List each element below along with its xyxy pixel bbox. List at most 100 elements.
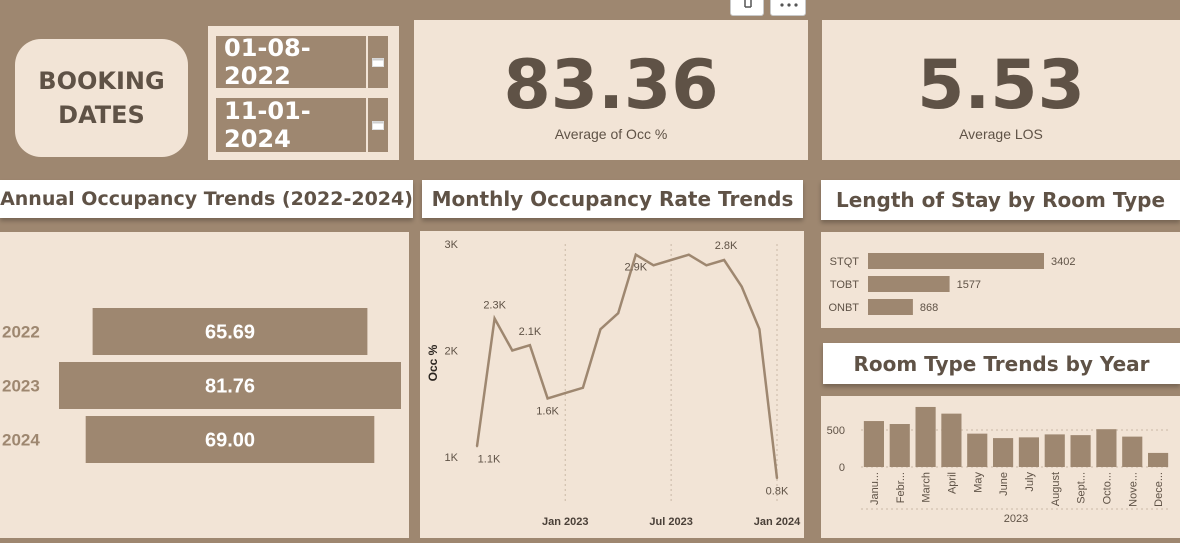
data-point	[581, 386, 584, 389]
kpi-card-los: 5.53 Average LOS	[822, 20, 1180, 160]
end-date-input[interactable]: 11-01-2024	[216, 97, 366, 153]
data-point	[634, 253, 637, 256]
annual-category-label: 2024	[2, 431, 40, 450]
annual-bar	[92, 308, 368, 355]
los-value-label: 1577	[957, 279, 981, 291]
month-label: August	[1050, 472, 1062, 506]
annual-category-label: 2022	[2, 323, 40, 342]
data-point	[687, 253, 690, 256]
data-point	[617, 312, 620, 315]
data-point	[705, 264, 708, 267]
month-label: July	[1024, 472, 1036, 492]
data-point	[511, 349, 514, 352]
y-tick-label: 2K	[445, 346, 459, 358]
data-point	[599, 328, 602, 331]
month-label: Dece...	[1153, 472, 1165, 507]
more-options-button[interactable]	[770, 0, 806, 16]
data-point	[723, 258, 726, 261]
room-trends-chart-svg: 0 500 Janu... Febr... March April May June July A…	[827, 406, 1171, 525]
month-bar	[915, 406, 936, 467]
data-point	[476, 445, 478, 448]
los-value-label: 868	[920, 302, 938, 314]
pin-icon	[744, 0, 752, 8]
month-bar	[941, 413, 962, 467]
data-label: 1.1K	[478, 453, 501, 465]
month-bar	[1018, 437, 1039, 467]
data-point	[670, 258, 673, 261]
booking-title-line1: BOOKING	[38, 67, 165, 95]
month-label: June	[998, 472, 1010, 496]
annual-occupancy-chart: 65.69 2022 81.76 2023 69.00 2024	[0, 232, 409, 538]
data-point	[740, 285, 743, 288]
room-trends-title: Room Type Trends by Year	[823, 343, 1180, 384]
data-label: 2.8K	[715, 240, 738, 252]
month-label: Janu...	[869, 472, 881, 505]
data-point	[546, 397, 549, 400]
los-category-label: STQT	[830, 256, 860, 268]
y-axis-title: Occ %	[426, 344, 440, 381]
start-date-calendar-button[interactable]	[368, 36, 388, 88]
los-chart-svg: STQT 3402 TOBT 1577 ONBT 868	[828, 253, 1075, 315]
annual-bar	[85, 416, 375, 463]
los-bar	[868, 299, 913, 315]
los-chart-title: Length of Stay by Room Type	[821, 180, 1180, 220]
calendar-icon	[372, 58, 384, 67]
x-tick-label: Jan 2023	[542, 516, 588, 528]
kpi-occ-label: Average of Occ %	[554, 126, 668, 142]
los-value-label: 3402	[1051, 256, 1075, 268]
data-point	[528, 344, 531, 347]
month-label: May	[972, 472, 984, 493]
annual-bar-label: 65.69	[205, 322, 255, 344]
data-point	[564, 392, 567, 395]
month-bar	[1070, 435, 1091, 467]
more-options-icon	[780, 3, 798, 7]
data-point	[493, 317, 496, 320]
y-tick-label: 0	[839, 462, 845, 474]
room-trends-chart: 0 500 Janu... Febr... March April May June July A…	[821, 396, 1180, 538]
y-tick-label: 3K	[445, 239, 459, 251]
pin-button[interactable]	[730, 0, 764, 16]
calendar-icon	[372, 121, 384, 130]
annual-bar-label: 69.00	[205, 430, 255, 452]
month-label: April	[946, 472, 958, 494]
data-point	[652, 264, 655, 267]
end-date-value: 11-01-2024	[224, 97, 311, 153]
booking-dates-title: BOOKING DATES	[15, 39, 188, 157]
los-category-label: TOBT	[830, 279, 859, 291]
month-bar	[1148, 452, 1169, 467]
month-bar	[1096, 429, 1117, 467]
month-bar	[967, 433, 988, 467]
month-bar	[889, 424, 910, 467]
month-bar	[1044, 434, 1065, 467]
kpi-los-value: 5.53	[917, 46, 1085, 125]
month-label: March	[921, 472, 933, 503]
data-label: 2.3K	[483, 300, 506, 312]
month-label: Sept...	[1076, 472, 1088, 504]
monthly-occupancy-chart: 1K 2K 3K Jan 2023 Jul 2023 Jan 2024 Occ % 1.1K 2…	[420, 231, 804, 538]
month-bar	[1122, 436, 1143, 467]
kpi-occ-value: 83.36	[503, 46, 719, 125]
occupancy-line	[475, 252, 779, 479]
annual-bar-label: 81.76	[205, 376, 255, 398]
annual-chart-title: Annual Occupancy Trends (2022-2024)	[0, 180, 413, 218]
booking-title-line2: DATES	[58, 101, 145, 129]
data-point	[758, 328, 761, 331]
los-bar	[868, 253, 1044, 269]
month-label: Nove...	[1127, 472, 1139, 507]
month-bar	[863, 421, 884, 467]
data-label: 1.6K	[536, 405, 559, 417]
monthly-chart-title: Monthly Occupancy Rate Trends	[422, 180, 803, 218]
start-date-input[interactable]: 01-08-2022	[216, 34, 366, 90]
data-point	[776, 477, 778, 480]
y-tick-label: 500	[827, 425, 845, 437]
annual-chart-svg: 65.69 2022 81.76 2023 69.00 2024	[2, 308, 401, 463]
kpi-card-occupancy: 83.36 Average of Occ %	[414, 20, 808, 160]
data-label: 2.9K	[625, 262, 648, 274]
x-group-label: 2023	[1004, 513, 1028, 525]
x-tick-label: Jan 2024	[754, 516, 801, 528]
end-date-calendar-button[interactable]	[368, 98, 388, 152]
y-tick-label: 1K	[445, 452, 459, 464]
month-bar	[993, 438, 1014, 467]
kpi-los-label: Average LOS	[959, 126, 1043, 142]
los-category-label: ONBT	[828, 302, 859, 314]
